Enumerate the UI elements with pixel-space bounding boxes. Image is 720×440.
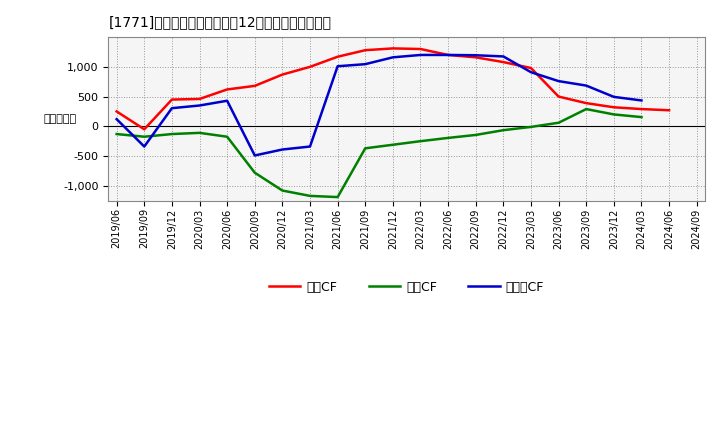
投資CF — [306, 193, 315, 198]
フリーCF — [554, 78, 563, 84]
フリーCF — [222, 98, 231, 103]
営業CF — [112, 109, 121, 114]
営業CF — [637, 106, 646, 112]
投資CF — [582, 106, 590, 112]
フリーCF — [526, 70, 535, 75]
Text: [1771]　キャッシュフローの12か月移動合計の推移: [1771] キャッシュフローの12か月移動合計の推移 — [109, 15, 331, 29]
フリーCF — [140, 144, 148, 149]
投資CF — [361, 146, 369, 151]
フリーCF — [637, 98, 646, 103]
フリーCF — [112, 117, 121, 122]
営業CF — [444, 52, 452, 58]
投資CF — [278, 188, 287, 193]
フリーCF — [472, 53, 480, 58]
投資CF — [499, 128, 508, 133]
フリーCF — [499, 54, 508, 59]
投資CF — [637, 114, 646, 120]
営業CF — [472, 55, 480, 60]
投資CF — [416, 139, 425, 144]
Line: フリーCF: フリーCF — [117, 55, 642, 155]
Line: 営業CF: 営業CF — [117, 48, 669, 129]
営業CF — [499, 59, 508, 65]
営業CF — [195, 96, 204, 102]
フリーCF — [195, 103, 204, 108]
フリーCF — [306, 144, 315, 149]
Y-axis label: （百万円）: （百万円） — [44, 114, 77, 124]
フリーCF — [444, 52, 452, 58]
フリーCF — [278, 147, 287, 152]
Legend: 営業CF, 投資CF, フリーCF: 営業CF, 投資CF, フリーCF — [264, 275, 549, 299]
営業CF — [222, 87, 231, 92]
フリーCF — [582, 83, 590, 88]
フリーCF — [251, 153, 259, 158]
営業CF — [251, 83, 259, 88]
投資CF — [444, 135, 452, 140]
投資CF — [222, 134, 231, 139]
フリーCF — [361, 62, 369, 67]
投資CF — [168, 132, 176, 137]
営業CF — [389, 46, 397, 51]
営業CF — [333, 54, 342, 59]
フリーCF — [416, 52, 425, 58]
投資CF — [251, 170, 259, 176]
営業CF — [610, 105, 618, 110]
投資CF — [554, 120, 563, 125]
営業CF — [278, 72, 287, 77]
投資CF — [112, 132, 121, 137]
フリーCF — [610, 94, 618, 99]
投資CF — [610, 112, 618, 117]
投資CF — [526, 124, 535, 129]
営業CF — [665, 108, 673, 113]
フリーCF — [333, 64, 342, 69]
フリーCF — [168, 106, 176, 111]
投資CF — [389, 142, 397, 147]
投資CF — [333, 194, 342, 200]
フリーCF — [389, 55, 397, 60]
営業CF — [416, 46, 425, 51]
営業CF — [140, 127, 148, 132]
投資CF — [195, 130, 204, 136]
営業CF — [526, 66, 535, 71]
営業CF — [582, 100, 590, 106]
Line: 投資CF: 投資CF — [117, 109, 642, 197]
営業CF — [361, 48, 369, 53]
営業CF — [168, 97, 176, 102]
営業CF — [306, 64, 315, 70]
営業CF — [554, 94, 563, 99]
投資CF — [140, 134, 148, 139]
投資CF — [472, 132, 480, 138]
